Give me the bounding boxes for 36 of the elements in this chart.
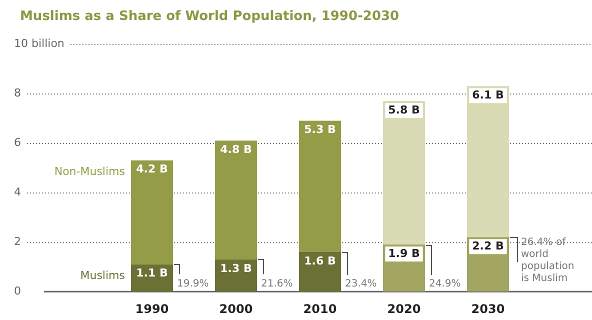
bar — [383, 100, 425, 245]
y-tick-label: 0 — [14, 284, 21, 298]
bar — [131, 160, 173, 264]
annotation: 26.4% of world population is Muslim — [521, 237, 574, 284]
annotation: 21.6% — [261, 278, 293, 290]
data-label: 5.3 B — [304, 123, 336, 136]
bar — [215, 140, 257, 260]
chart-title: Muslims as a Share of World Population, 1990-2030 — [20, 8, 400, 24]
annotation: 23.4% — [345, 278, 377, 290]
y-tick-label: 2 — [14, 234, 21, 248]
data-label: 4.2 B — [136, 162, 168, 176]
annotation: 24.9% — [429, 278, 461, 290]
bar — [299, 120, 341, 252]
bar — [299, 252, 341, 292]
data-label: 1.9 B — [388, 246, 420, 260]
data-label: 2.2 B — [472, 239, 504, 252]
data-label: 4.8 B — [220, 142, 252, 156]
bar — [467, 86, 509, 238]
annotation: 19.9% — [177, 278, 209, 290]
bar — [215, 259, 257, 292]
series-label: Non-Muslims — [54, 165, 126, 178]
y-tick-label: 10 billion — [14, 36, 64, 50]
x-tick-label: 2000 — [219, 302, 253, 316]
data-label: 1.6 B — [304, 254, 336, 268]
y-tick-label: 4 — [14, 185, 21, 198]
data-label: 1.3 B — [220, 262, 252, 275]
data-label: 5.8 B — [388, 103, 420, 116]
x-tick-label: 1990 — [135, 302, 169, 316]
data-label: 6.1 B — [472, 88, 504, 102]
x-tick-label: 2030 — [471, 302, 505, 316]
x-tick-label: 2010 — [303, 302, 337, 316]
series-label: Muslims — [80, 269, 126, 282]
y-tick-label: 8 — [14, 86, 21, 100]
x-tick-label: 2020 — [387, 302, 421, 316]
data-label: 1.1 B — [136, 266, 168, 280]
y-tick-label: 6 — [14, 136, 21, 149]
